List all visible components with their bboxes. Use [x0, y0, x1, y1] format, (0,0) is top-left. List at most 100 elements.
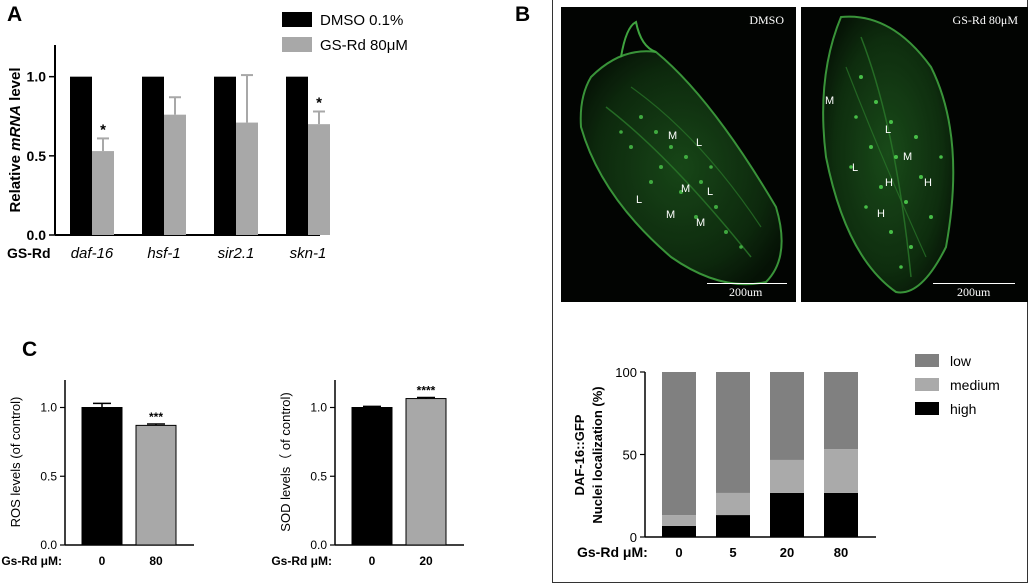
- chart-ros-levels: 0.0 0.5 1.0 ROS levels (of control) Gs-Rd μM…: [1, 380, 194, 568]
- significance-mark: *: [100, 121, 106, 138]
- y-tick-label: 0.0: [310, 538, 327, 552]
- x-axis-row-label: Gs-Rd μM:: [271, 554, 332, 568]
- bar-segment: [770, 372, 804, 460]
- worm-image-gsrd: [822, 15, 955, 294]
- bar-segment: [824, 492, 858, 537]
- marker: M: [696, 217, 706, 229]
- marker: H: [924, 177, 932, 189]
- bar: [142, 76, 164, 236]
- x-tick-label: 80: [834, 545, 848, 560]
- bar: [92, 151, 114, 235]
- x-axis-row-label: Gs-Rd μM:: [1, 554, 62, 568]
- significance-mark: ****: [417, 383, 436, 397]
- scale-bar-label: 200um: [729, 285, 763, 299]
- y-tick-label: 0.0: [40, 538, 57, 552]
- legend-label: DMSO 0.1%: [320, 12, 403, 29]
- scale-bar-line: [933, 283, 1015, 284]
- y-axis-label-line1: DAF-16::GFP: [572, 414, 587, 495]
- x-tick-label: sir2.1: [218, 245, 255, 262]
- x-tick-label: 0: [675, 545, 682, 560]
- bar-segment: [824, 449, 858, 493]
- chart-sod-levels: 0.0 0.5 1.0 SOD levels（ of control) Gs-Rd μM…: [271, 380, 464, 568]
- y-tick-label: 0.5: [40, 469, 57, 483]
- bar-segment: [716, 372, 750, 493]
- panel-label-a: A: [7, 3, 23, 26]
- x-tick-label: 0: [369, 554, 376, 568]
- micrograph-dmso: DMSO M L M L L M M 200um: [561, 7, 796, 302]
- marker: L: [885, 124, 892, 136]
- y-tick-label: 0.5: [310, 469, 327, 483]
- x-tick-label: 20: [780, 545, 794, 560]
- scale-bar-label: 200um: [957, 285, 991, 299]
- y-tick-label: 1.0: [40, 401, 57, 415]
- scale-bar-line: [707, 283, 787, 284]
- marker: L: [852, 162, 859, 174]
- y-tick-label: 1.0: [310, 401, 327, 415]
- bar-segment: [770, 492, 804, 537]
- x-tick-label: 5: [729, 545, 736, 560]
- legend-swatch: [915, 402, 939, 415]
- x-tick-label: hsf-1: [147, 245, 180, 262]
- micrograph-label: DMSO: [749, 13, 784, 27]
- micrograph-gsrd: GS-Rd 80μM M L L M H H H 200um: [801, 7, 1028, 302]
- panel-label-c: C: [22, 338, 38, 361]
- y-axis-label: ROS levels (of control): [8, 397, 23, 528]
- legend-label: low: [950, 353, 972, 369]
- marker: M: [825, 95, 835, 107]
- y-tick-label: 0.5: [27, 148, 47, 164]
- bar: [81, 407, 123, 546]
- bar: [214, 76, 236, 236]
- legend-label: medium: [950, 377, 1000, 393]
- bar: [405, 398, 447, 546]
- bar-segment: [716, 492, 750, 516]
- x-tick-label: 80: [149, 554, 163, 568]
- x-axis-row-label: GS-Rd: [7, 245, 51, 261]
- marker: M: [668, 130, 678, 142]
- x-tick-label: 0: [99, 554, 106, 568]
- x-tick-label: daf-16: [71, 245, 114, 262]
- y-tick-label: 0.0: [27, 227, 47, 243]
- legend-swatch: [282, 37, 312, 52]
- legend-label: GS-Rd 80μM: [320, 37, 408, 54]
- y-axis-label: SOD levels（ of control): [278, 392, 293, 531]
- legend-label: high: [950, 401, 976, 417]
- bar: [308, 124, 330, 235]
- panel-label-b: B: [515, 3, 531, 26]
- y-axis-label-line2: Nuclei localization (%): [590, 386, 605, 523]
- micrograph-label: GS-Rd 80μM: [952, 13, 1018, 27]
- y-tick-label: 1.0: [27, 69, 47, 85]
- marker: M: [903, 151, 913, 163]
- bar-segment: [716, 515, 750, 537]
- bar: [236, 122, 258, 235]
- marker: L: [696, 137, 703, 149]
- marker: H: [885, 177, 893, 189]
- y-tick-label: 100: [615, 365, 637, 380]
- y-tick-label: 0: [630, 530, 637, 545]
- bar-segment: [662, 372, 696, 516]
- legend-swatch: [282, 12, 312, 27]
- bar: [164, 114, 186, 235]
- worm-image-dmso: [579, 20, 783, 286]
- legend-swatch: [915, 378, 939, 391]
- marker: M: [681, 183, 691, 195]
- bar: [351, 407, 393, 546]
- bar-segment: [770, 459, 804, 493]
- bar: [135, 424, 177, 546]
- marker: L: [707, 186, 714, 198]
- y-axis-label: Relative mRNA level: [7, 67, 24, 212]
- bar-segment: [662, 525, 696, 537]
- marker: L: [636, 194, 643, 206]
- x-tick-label: skn-1: [290, 245, 327, 262]
- bar: [286, 76, 308, 236]
- significance-mark: ***: [149, 410, 163, 424]
- bar: [70, 76, 92, 236]
- y-tick-label: 50: [623, 448, 637, 463]
- x-tick-label: 20: [419, 554, 433, 568]
- marker: M: [666, 209, 676, 221]
- bar-segment: [824, 372, 858, 450]
- x-axis-row-label: Gs-Rd μM:: [577, 544, 648, 560]
- marker: H: [877, 208, 885, 220]
- legend-swatch: [915, 354, 939, 367]
